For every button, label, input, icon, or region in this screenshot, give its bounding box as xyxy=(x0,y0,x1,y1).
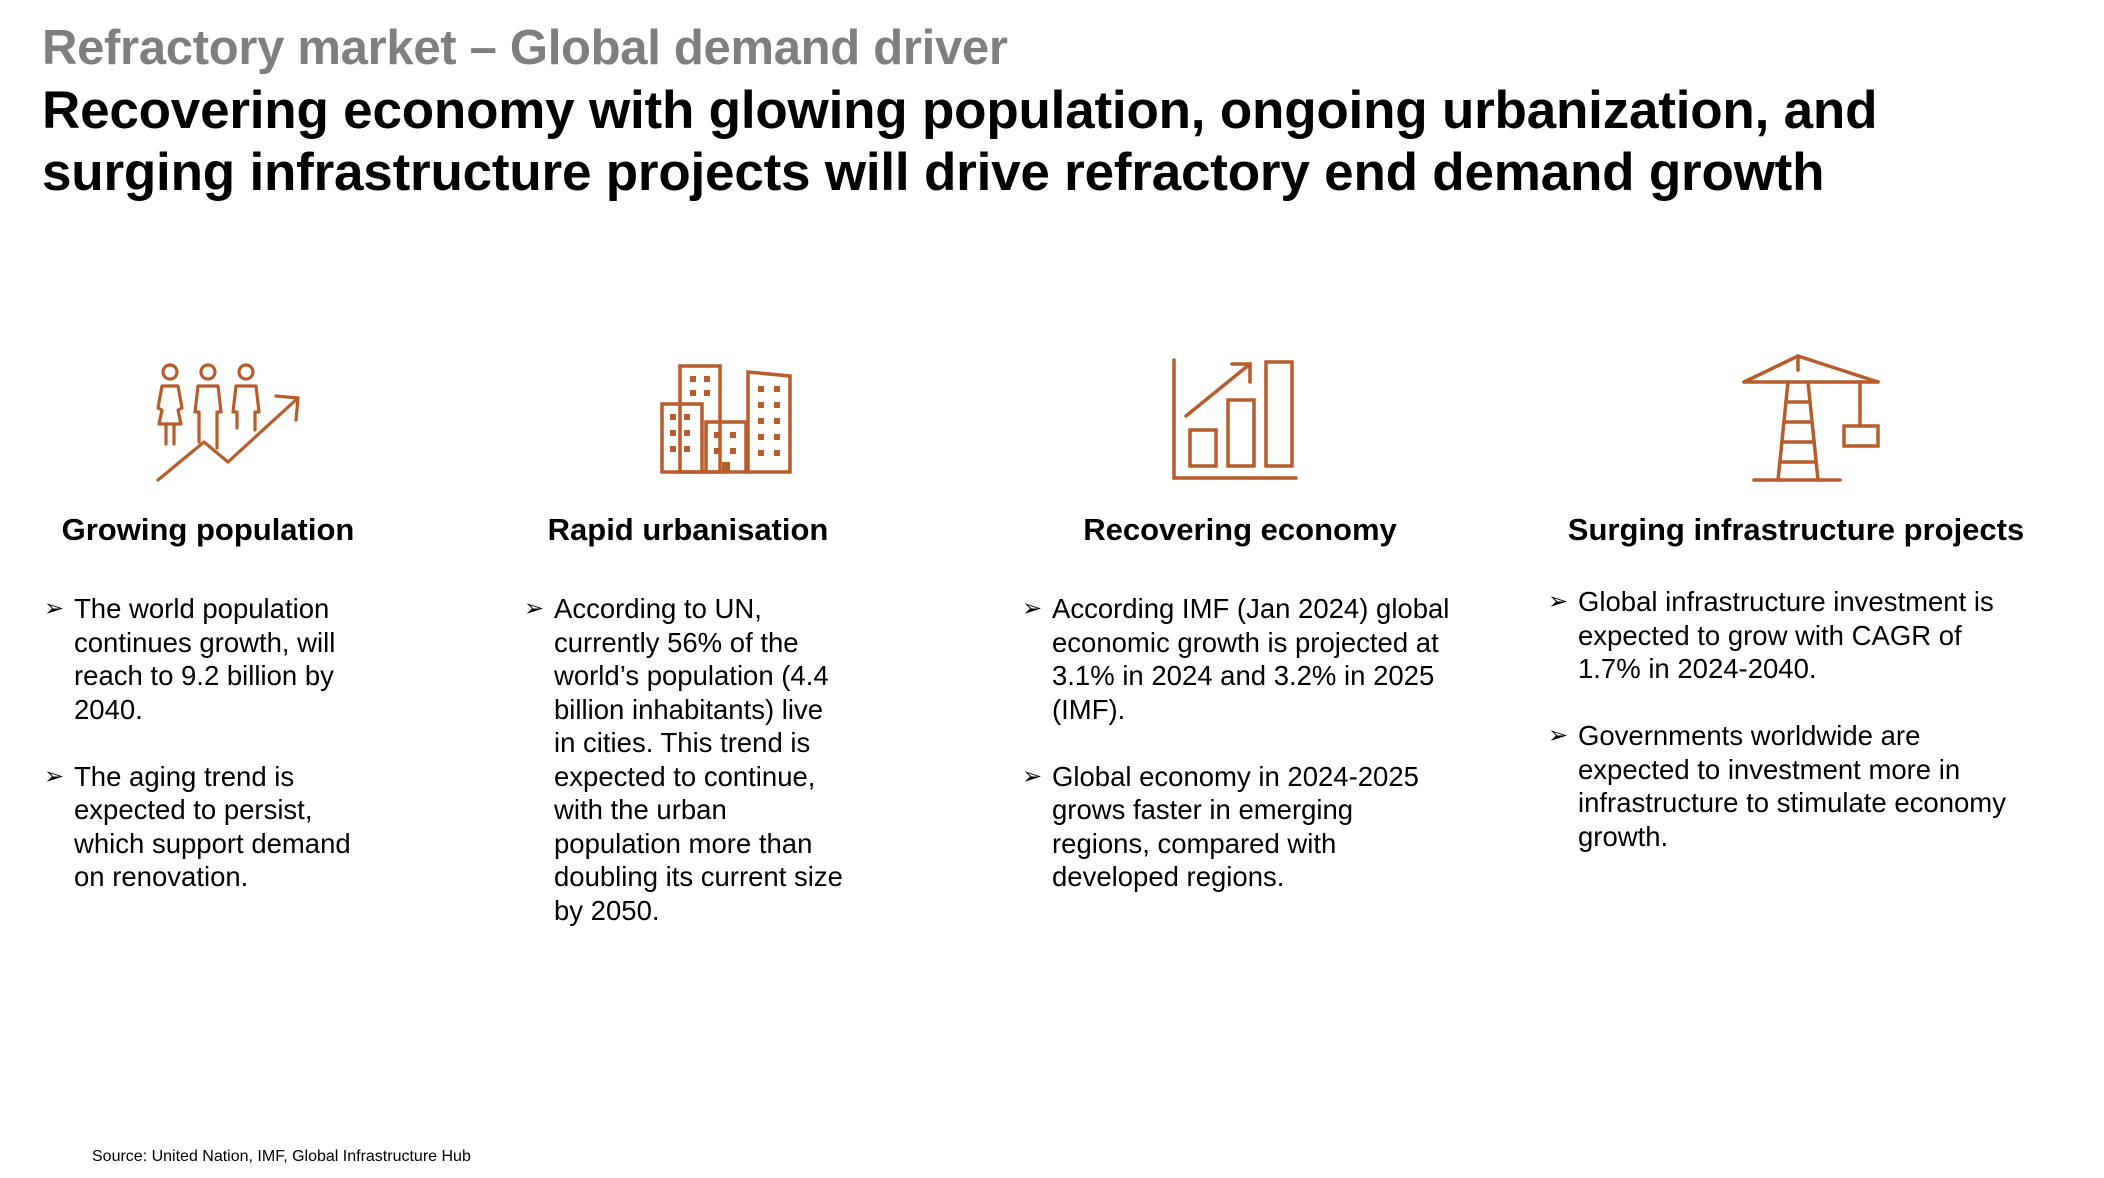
column-title-population: Growing population xyxy=(61,512,355,547)
bullet-arrow-icon: ➢ xyxy=(524,595,545,622)
bullet-arrow-icon: ➢ xyxy=(1022,595,1043,622)
headline-line-2: surging infrastructure projects will dri… xyxy=(42,143,1825,202)
column-title-infrastructure: Surging infrastructure projects xyxy=(1567,512,2025,547)
bullet-arrow-icon: ➢ xyxy=(1022,762,1043,790)
slide-headline: Recovering economy with glowing populati… xyxy=(42,80,2082,204)
bullet-arrow-icon: ➢ xyxy=(1548,588,1569,615)
bullet-arrow-icon: ➢ xyxy=(44,595,65,622)
list-item: ➢ Global economy in 2024-2025 grows faste… xyxy=(1022,760,1419,893)
bullet-list-infrastructure: ➢ Global infrastructure investment is exp… xyxy=(1548,585,2028,887)
column-title-urbanisation: Rapid urbanisation xyxy=(547,512,829,547)
list-item: ➢ According to UN, currently 56% of the w… xyxy=(524,593,843,926)
bullet-arrow-icon: ➢ xyxy=(44,762,65,790)
bullet-list-urbanisation: ➢ According to UN, currently 56% of the w… xyxy=(524,592,849,961)
city-buildings-icon xyxy=(660,362,794,476)
growth-chart-icon xyxy=(1170,356,1300,482)
construction-crane-icon xyxy=(1740,352,1882,484)
list-item: ➢ Governments worldwide are expected to i… xyxy=(1548,720,2006,852)
source-note: Source: United Nation, IMF, Global Infra… xyxy=(92,1148,471,1165)
population-growth-icon xyxy=(148,358,308,488)
slide-kicker: Refractory market – Global demand driver xyxy=(42,21,1008,75)
bullet-list-economy: ➢ According IMF (Jan 2024) global economi… xyxy=(1022,592,1452,927)
headline-line-1: Recovering economy with glowing populati… xyxy=(42,81,1878,140)
bullet-list-population: ➢ The world population continues growth, … xyxy=(44,592,379,927)
bullet-arrow-icon: ➢ xyxy=(1548,722,1569,749)
list-item: ➢ According IMF (Jan 2024) global economi… xyxy=(1022,593,1450,725)
list-item: ➢ The aging trend is expected to persist,… xyxy=(44,760,351,893)
list-item: ➢ Global infrastructure investment is exp… xyxy=(1548,586,1994,684)
list-item: ➢ The world population continues growth, … xyxy=(44,593,336,725)
column-title-economy: Recovering economy xyxy=(1083,512,1397,547)
